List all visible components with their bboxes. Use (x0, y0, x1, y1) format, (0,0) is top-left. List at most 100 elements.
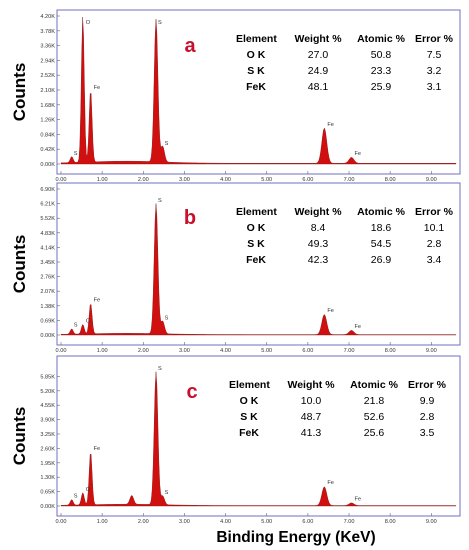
x-tick-label: 9.00 (426, 177, 437, 183)
table-value-cell: 25.6 (364, 427, 385, 439)
peak-label-s: S (74, 493, 78, 499)
peak-label-o: O (86, 487, 91, 493)
table-element-cell: FeK (239, 427, 259, 439)
y-tick-label: 2.07K (40, 289, 55, 295)
peak-label-fe: Fe (327, 480, 334, 486)
table-value-cell: 25.9 (371, 81, 392, 93)
table-header: Error % (415, 33, 454, 45)
table-header: Error % (415, 206, 454, 218)
x-tick-label: 1.00 (97, 348, 108, 354)
spectrum-area (60, 17, 457, 165)
y-tick-label: 4.55K (40, 403, 55, 409)
x-tick-label: 5.00 (261, 177, 272, 183)
x-tick-label: 2.00 (138, 348, 149, 354)
table-value-cell: 24.9 (308, 65, 329, 77)
table-header: Element (229, 379, 270, 391)
x-tick-label: 7.00 (344, 519, 355, 525)
table-element-cell: S K (240, 411, 258, 423)
y-tick-label: 1.95K (40, 461, 55, 467)
table-value-cell: 49.3 (308, 238, 329, 250)
peak-label-fe: Fe (94, 297, 101, 303)
table-value-cell: 54.5 (371, 238, 392, 250)
peak-label-fe: Fe (94, 85, 101, 91)
y-tick-label: 4.20K (40, 14, 55, 20)
y-tick-label: 2.94K (40, 58, 55, 64)
x-tick-label: 0.00 (56, 348, 67, 354)
y-tick-label: 1.68K (40, 103, 55, 109)
y-tick-label: 3.45K (40, 260, 55, 266)
spectrum-area (60, 371, 457, 507)
plot-frame (56, 9, 461, 175)
peak-label-s: S (158, 20, 162, 26)
composition-table: Element Weight % Atomic % Error % O K 10.0 21.… (229, 379, 447, 439)
panel-letter-a: a (184, 35, 196, 57)
table-header: Element (236, 33, 277, 45)
table-value-cell: 2.8 (420, 411, 435, 423)
peak-label-s: S (165, 315, 169, 321)
table-value-cell: 10.0 (301, 395, 322, 407)
table-header: Weight % (294, 206, 342, 218)
x-tick-label: 9.00 (426, 348, 437, 354)
table-element-cell: FeK (246, 254, 266, 266)
x-tick-label: 9.00 (426, 519, 437, 525)
y-tick-label: 0.69K (40, 318, 55, 324)
peak-label-fe: Fe (354, 151, 361, 157)
peak-label-fe: Fe (354, 324, 361, 330)
peak-label-s: S (165, 141, 169, 147)
y-tick-label: 0.00K (40, 162, 55, 168)
table-header: Atomic % (357, 33, 406, 45)
table-element-cell: S K (247, 65, 265, 77)
x-tick-label: 8.00 (385, 348, 396, 354)
table-value-cell: 3.5 (420, 427, 435, 439)
x-tick-label: 5.00 (261, 519, 272, 525)
table-value-cell: 10.1 (424, 222, 445, 234)
plot-frame (56, 182, 461, 346)
peak-label-fe: Fe (327, 122, 334, 128)
table-header: Weight % (294, 33, 342, 45)
table-value-cell: 41.3 (301, 427, 322, 439)
peak-label-fe: Fe (354, 496, 361, 502)
y-tick-label: 0.65K (40, 490, 55, 496)
y-tick-label: 0.84K (40, 132, 55, 138)
table-header: Element (236, 206, 277, 218)
y-tick-label: 4.14K (40, 245, 55, 251)
peak-label-o: O (86, 318, 91, 324)
peak-label-s: S (74, 151, 78, 157)
x-tick-label: 1.00 (97, 519, 108, 525)
table-value-cell: 3.1 (427, 81, 442, 93)
table-value-cell: 18.6 (371, 222, 392, 234)
x-tick-label: 6.00 (302, 348, 313, 354)
x-tick-label: 4.00 (220, 177, 231, 183)
table-header: Atomic % (357, 206, 406, 218)
y-tick-label: 2.52K (40, 73, 55, 79)
x-tick-label: 2.00 (138, 519, 149, 525)
y-axis-label: Counts (10, 235, 29, 294)
y-tick-label: 0.42K (40, 147, 55, 153)
y-tick-label: 5.52K (40, 216, 55, 222)
y-tick-label: 3.36K (40, 44, 55, 50)
spectrum-panel-a: 0.00K 0.42K 0.84K 1.26K 1.68K 2.10K 2.52K 2.94K… (10, 9, 461, 183)
x-tick-label: 6.00 (302, 519, 313, 525)
table-value-cell: 52.6 (364, 411, 385, 423)
table-value-cell: 21.8 (364, 395, 385, 407)
table-value-cell: 3.2 (427, 65, 442, 77)
table-value-cell: 48.1 (308, 81, 329, 93)
y-tick-label: 1.30K (40, 475, 55, 481)
spectrum-area (60, 203, 457, 336)
x-tick-label: 4.00 (220, 519, 231, 525)
peak-label-o: O (86, 20, 91, 26)
table-value-cell: 23.3 (371, 65, 392, 77)
table-value-cell: 3.4 (427, 254, 442, 266)
table-element-cell: S K (247, 238, 265, 250)
table-element-cell: FeK (246, 81, 266, 93)
table-value-cell: 26.9 (371, 254, 392, 266)
y-axis-label: Counts (10, 407, 29, 466)
table-header: Weight % (287, 379, 335, 391)
table-element-cell: O K (247, 49, 266, 61)
table-header: Atomic % (350, 379, 399, 391)
y-tick-label: 5.20K (40, 389, 55, 395)
table-element-cell: O K (240, 395, 259, 407)
y-tick-label: 1.38K (40, 304, 55, 310)
y-tick-label: 5.85K (40, 374, 55, 380)
